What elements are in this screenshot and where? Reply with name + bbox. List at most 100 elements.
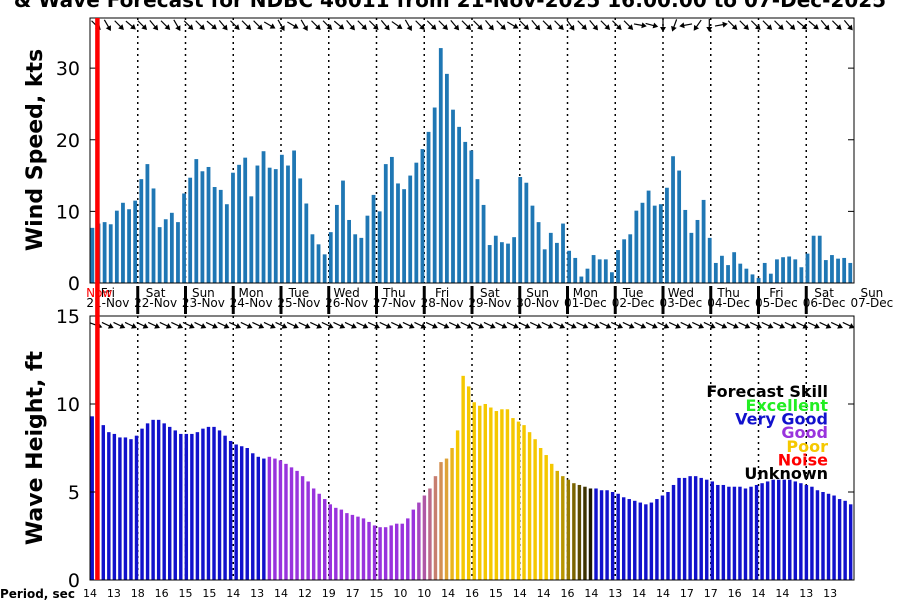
direction-arrow-icon [101,321,114,329]
direction-arrow-icon [623,20,634,30]
wind-bar [646,190,651,283]
wind-bar [512,237,517,283]
wave-bar [350,514,355,580]
wind-bar [420,149,425,283]
direction-arrow-icon [379,321,392,329]
legend-title: Forecast Skill [706,382,828,401]
y-tick-label: 0 [68,570,80,592]
wind-bar [622,239,627,283]
direction-arrow-icon [668,321,681,329]
wind-bar [316,244,321,283]
wind-bar [273,169,278,283]
direction-arrow-icon [473,20,483,30]
wind-bar [756,277,761,283]
wind-bar [133,200,138,283]
wave-bar [394,523,399,580]
wind-bar [108,224,113,283]
direction-arrow-icon [706,19,713,32]
direction-arrow-icon [391,21,403,30]
wave-bar [516,421,521,580]
direction-arrow-icon [587,321,600,329]
date-label: 04-Dec [707,296,750,310]
wind-bar [304,203,309,283]
wave-bar [699,477,703,580]
period-label: 14 [226,587,240,600]
date-label: 02-Dec [612,296,655,310]
period-label: 17 [346,587,360,600]
day-separator [375,286,378,314]
wind-bar [530,205,535,283]
direction-arrow-icon [404,19,412,32]
wind-bar [451,109,455,283]
wind-bar [383,164,388,283]
wave-bar [489,407,493,580]
direction-arrow-icon [415,20,425,30]
day-label: Mon [238,286,263,300]
wave-bars [90,375,853,580]
direction-arrow-icon [114,20,124,30]
wind-bar [848,262,853,283]
period-label: 14 [775,587,789,600]
direction-arrow-icon [726,321,739,329]
direction-arrow-icon [230,20,240,30]
direction-arrow-icon [808,20,819,30]
wind-bar [334,204,339,283]
wind-bar [591,255,596,283]
period-label: 14 [752,587,766,600]
wind-bar [267,167,272,283]
wind-bar [102,222,107,283]
wave-bar [179,433,183,580]
wave-bar [417,502,421,580]
direction-arrow-icon [333,321,346,329]
wave-bar [151,419,155,580]
wave-bar [406,518,410,580]
period-label: 17 [680,587,694,600]
day-label: Sat [146,286,166,300]
legend-entry: Very Good [735,410,828,429]
wave-bar [140,428,144,580]
direction-arrow-icon [356,321,369,329]
day-label: Fri [435,286,449,300]
wave-bar [367,521,371,580]
wind-bar [671,156,675,283]
wave-bar [588,488,593,580]
wind-bar [536,222,541,283]
day-label: Thu [716,286,740,300]
wave-bar [90,416,94,580]
direction-arrow-icon [253,20,263,30]
wind-bar [634,210,639,283]
period-axis-label: Period, sec [0,587,75,600]
wind-bar [231,172,235,283]
wind-bar [573,257,578,283]
date-label: 05-Dec [755,296,798,310]
wave-bar [184,433,189,580]
direction-arrow-icon [542,20,553,30]
wave-bar [433,476,438,580]
direction-arrow-icon [367,321,380,329]
direction-arrow-icon [402,321,415,329]
period-label: 10 [417,587,431,600]
direction-arrow-icon [275,321,288,329]
wave-bar [666,492,670,580]
wind-bar [438,48,443,283]
wave-bar [511,418,515,580]
wave-bar [267,456,272,580]
date-label: 03-Dec [659,296,702,310]
direction-arrow-icon [531,20,541,31]
wave-bar [123,437,128,580]
wind-ylabel: Wind Speed, kts [23,49,48,251]
wave-bar [428,488,432,580]
wind-direction-arrows [91,19,853,32]
wave-bar [439,462,443,580]
wind-bar [524,182,529,283]
wave-bar [538,448,543,580]
wind-bar [567,250,572,283]
wave-bar [239,446,244,580]
wave-bar [682,477,687,580]
wave-bar [760,483,764,580]
wave-bar [212,426,216,580]
day-label: Tue [622,286,644,300]
wave-bar [256,456,261,580]
day-separator [757,286,760,314]
day-label: Thu [382,286,406,300]
